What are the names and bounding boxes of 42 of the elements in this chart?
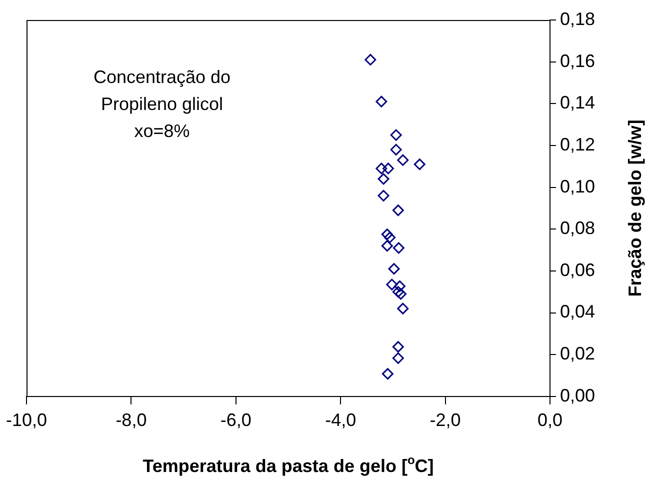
y-tick-label: 0,00 [560,385,596,406]
y-tick-label: 0,06 [560,260,596,280]
point [381,240,393,252]
y-tick-label: 0,16 [560,50,596,71]
point [392,204,404,216]
point [392,286,404,298]
annotation: Concentração do Propileno glicol xo=8% [93,66,231,141]
y-tick-label: 0,12 [560,134,596,154]
point [376,162,388,174]
point [384,232,396,244]
point [376,96,388,108]
x-tick-label: 0,0 [537,410,562,430]
point [386,278,398,290]
point [392,341,404,353]
y-tick-label: 0,18 [560,8,596,29]
point [364,54,376,66]
point [381,228,393,240]
point [378,190,390,202]
x-tick-label: -2,0 [430,410,461,430]
point [394,280,406,292]
point [397,154,409,166]
point [392,352,404,364]
y-tick-label: 0,08 [560,218,596,238]
y-tick-label: 0,14 [560,92,596,113]
point [397,302,409,314]
point [392,242,404,254]
point [390,129,402,141]
y-axis-title: Fração de gelo [w/w] [624,120,645,297]
y-tick-label: 0,10 [560,176,596,196]
point [388,263,400,275]
point [390,144,402,156]
y-tick-label: 0,02 [560,344,596,364]
x-tick-label: -10,0 [6,410,48,430]
x-tick-label: -4,0 [325,410,356,430]
point [382,162,394,174]
point [382,368,394,380]
point [395,288,407,300]
point [414,158,426,170]
x-tick-label: -6,0 [220,410,252,430]
point [378,173,390,185]
y-tick-label: 0,04 [560,302,596,322]
x-tick-label: -8,0 [116,410,147,430]
